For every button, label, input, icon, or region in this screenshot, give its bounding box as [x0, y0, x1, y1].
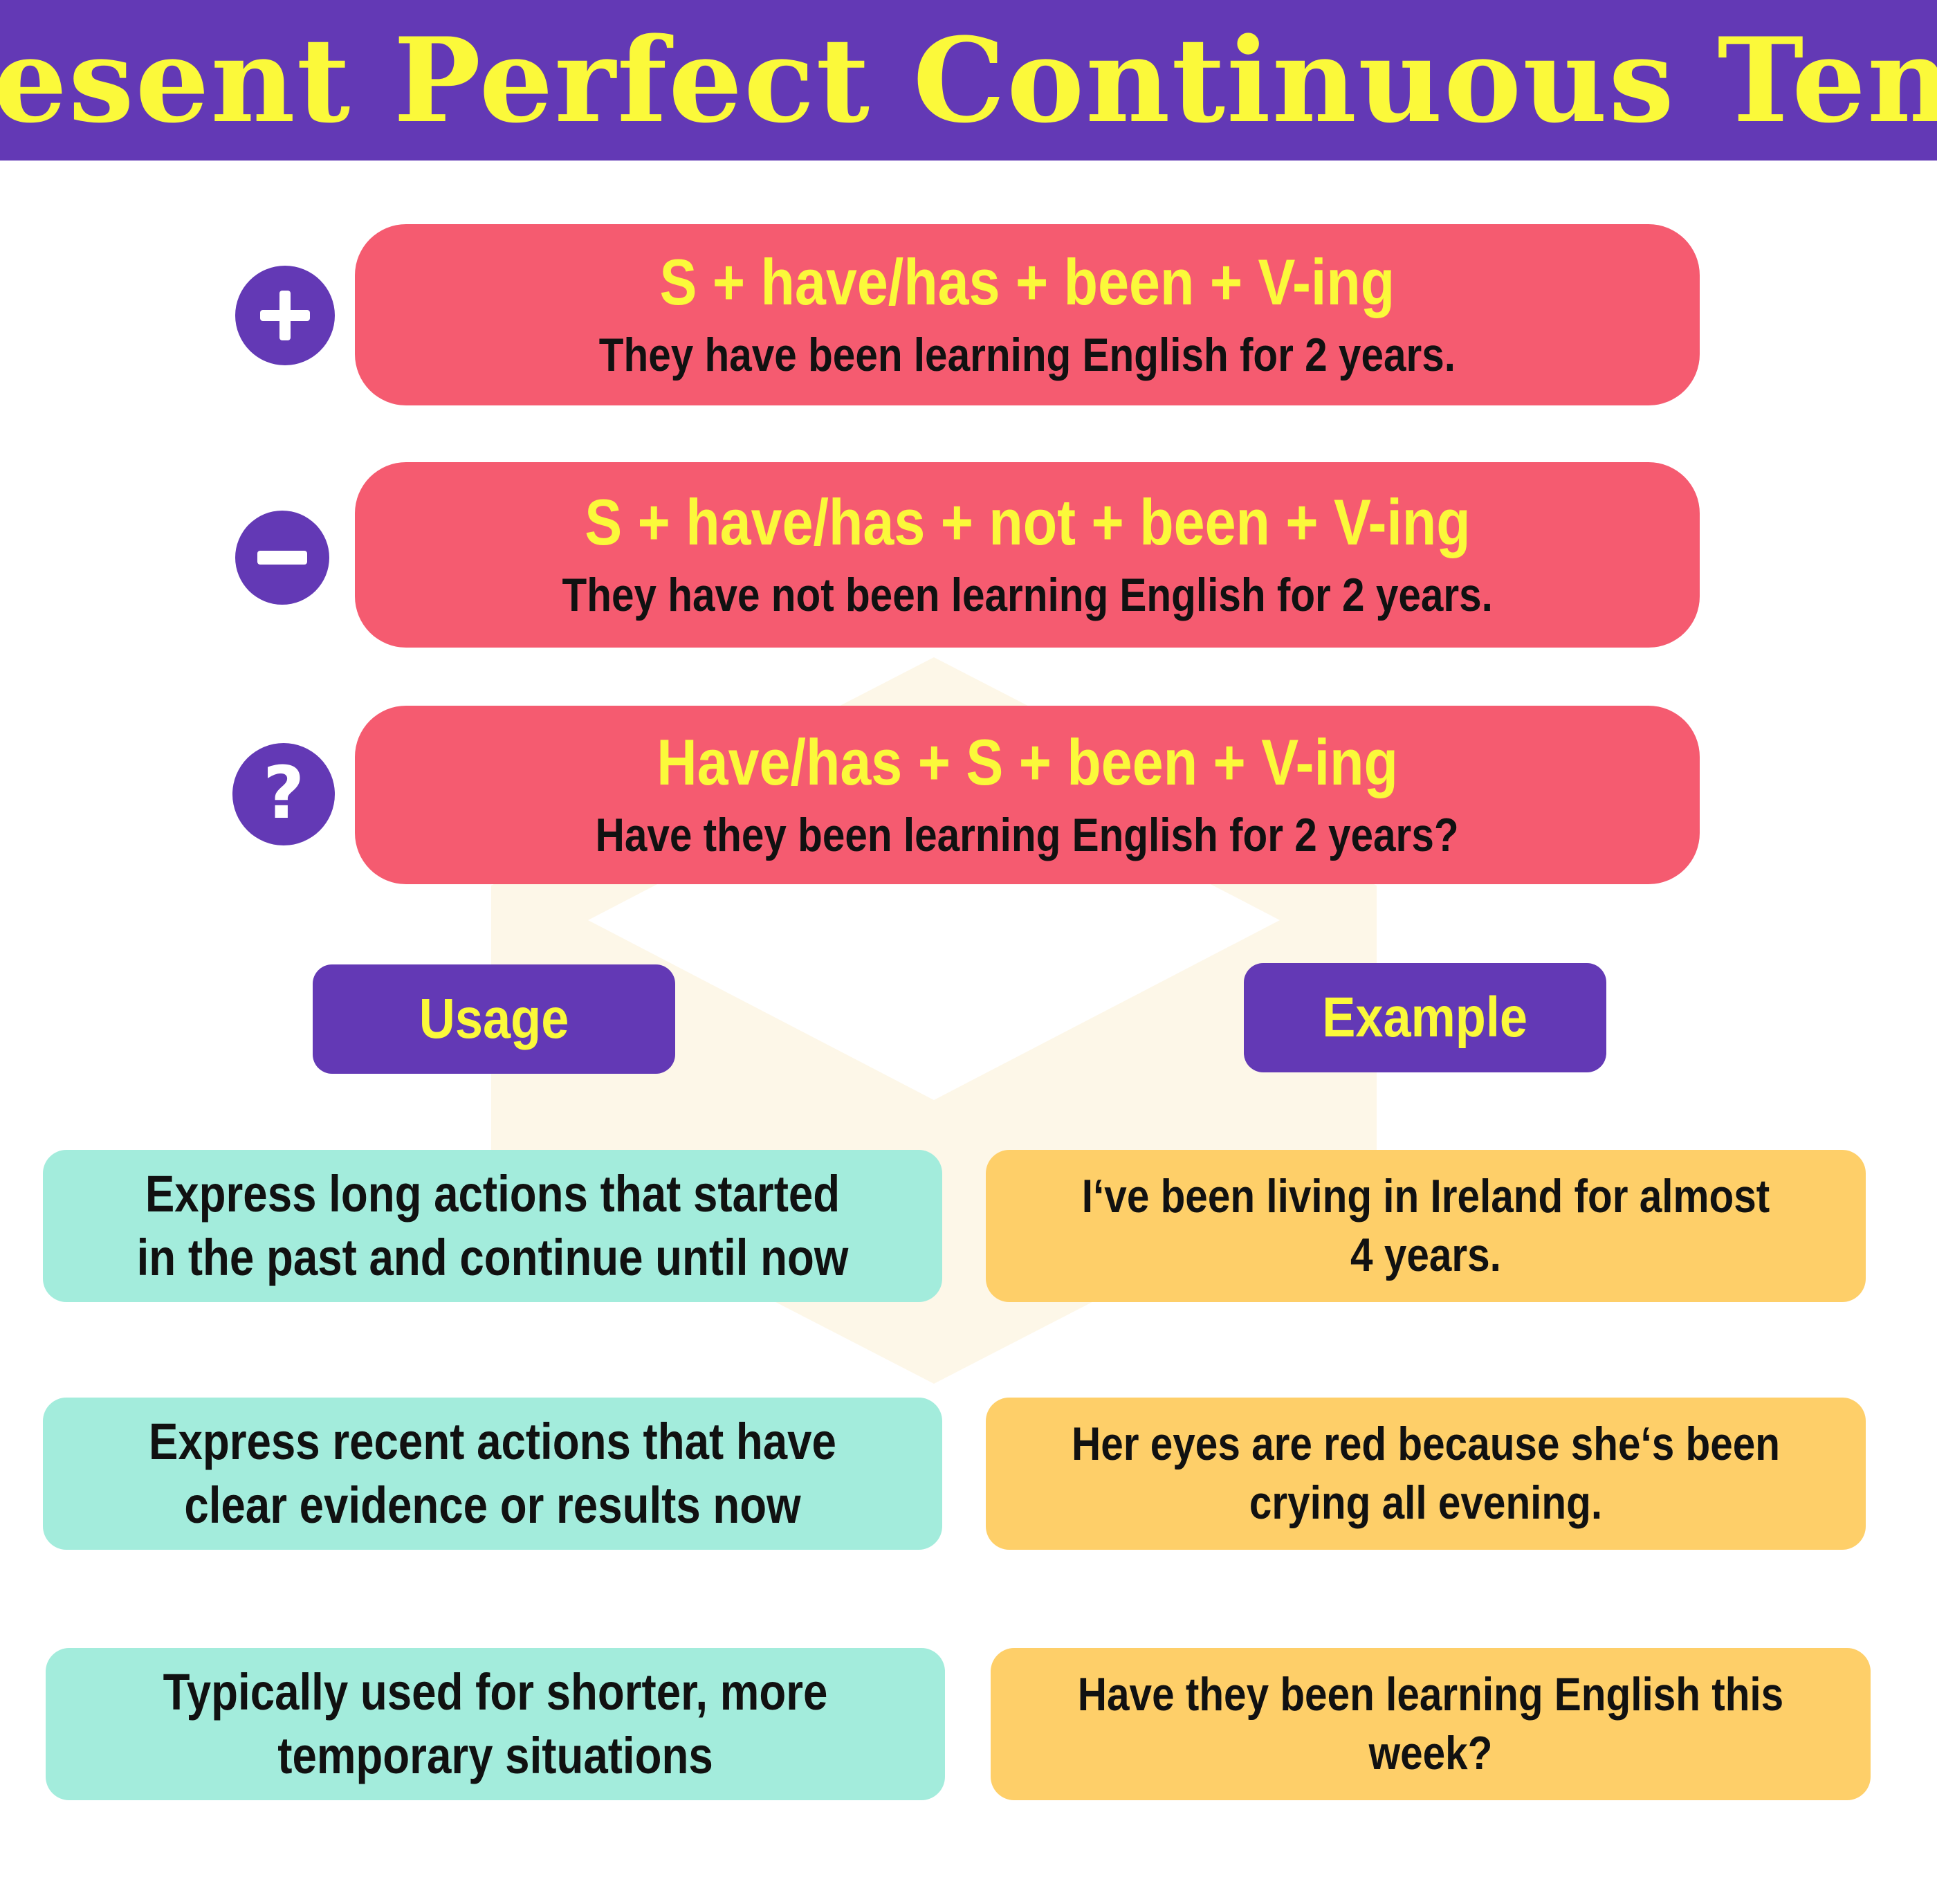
question-form-box: Have/has + S + been + V-ing Have they be… [355, 706, 1700, 884]
usage-text: Express recent actions that have clear e… [149, 1412, 836, 1535]
page-title: Present Perfect Continuous Tense [0, 12, 1937, 149]
question-icon: ? [232, 743, 335, 845]
usage-text: Express long actions that started in the… [136, 1164, 849, 1287]
negative-form-box: S + have/has + not + been + V-ing They h… [355, 462, 1700, 648]
title-banner: Present Perfect Continuous Tense [0, 0, 1937, 161]
example-card: Her eyes are red because she‘s been cryi… [986, 1398, 1866, 1550]
negative-formula: S + have/has + not + been + V-ing [584, 485, 1471, 558]
usage-card: Express long actions that started in the… [43, 1150, 942, 1302]
negative-example: They have not been learning English for … [562, 568, 1493, 621]
affirmative-example: They have been learning English for 2 ye… [598, 328, 1456, 381]
usage-label-text: Usage [419, 987, 569, 1050]
question-example: Have they been learning English for 2 ye… [596, 808, 1459, 861]
usage-card: Express recent actions that have clear e… [43, 1398, 942, 1550]
example-label-text: Example [1322, 986, 1528, 1049]
svg-text:?: ? [263, 751, 304, 835]
usage-text: Typically used for shorter, more tempora… [163, 1663, 828, 1785]
affirmative-formula: S + have/has + been + V-ing [659, 245, 1395, 318]
usage-card: Typically used for shorter, more tempora… [46, 1648, 945, 1800]
example-card: I‘ve been living in Ireland for almost 4… [986, 1150, 1866, 1302]
plus-icon [235, 266, 335, 365]
example-text: Have they been learning English this wee… [1077, 1668, 1784, 1779]
question-formula: Have/has + S + been + V-ing [657, 725, 1398, 798]
example-text: I‘ve been living in Ireland for almost 4… [1081, 1170, 1770, 1281]
usage-label: Usage [313, 964, 675, 1074]
minus-icon [235, 511, 329, 605]
example-label: Example [1244, 963, 1606, 1072]
example-card: Have they been learning English this wee… [991, 1648, 1871, 1800]
example-text: Her eyes are red because she‘s been cryi… [1071, 1418, 1780, 1529]
affirmative-form-box: S + have/has + been + V-ing They have be… [355, 224, 1700, 405]
